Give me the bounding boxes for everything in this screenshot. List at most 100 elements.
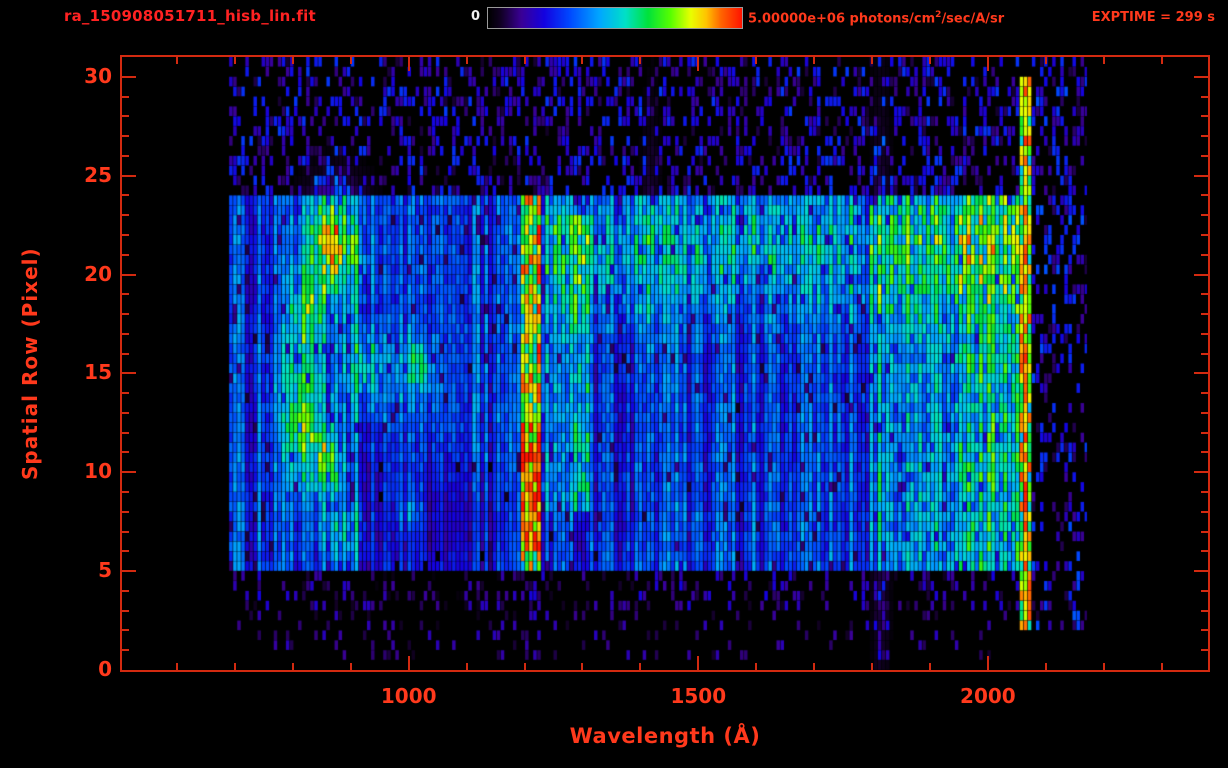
y-tick-label: 10 — [84, 459, 112, 484]
x-minor-tick — [233, 57, 236, 64]
x-minor-tick — [233, 663, 236, 670]
y-minor-tick — [122, 253, 129, 256]
x-minor-tick — [465, 663, 468, 670]
x-minor-tick — [1160, 57, 1163, 64]
y-minor-tick — [1201, 589, 1208, 592]
y-minor-tick — [122, 491, 129, 494]
y-minor-tick — [1201, 253, 1208, 256]
y-tick — [122, 570, 136, 573]
x-minor-tick — [755, 663, 758, 670]
y-minor-tick — [1201, 313, 1208, 316]
x-minor-tick — [1044, 663, 1047, 670]
y-tick — [1194, 174, 1208, 177]
y-minor-tick — [1201, 135, 1208, 138]
x-tick — [697, 656, 700, 670]
y-minor-tick — [122, 313, 129, 316]
y-minor-tick — [122, 629, 129, 632]
y-minor-tick — [122, 135, 129, 138]
x-minor-tick — [928, 57, 931, 64]
y-axis-title: Spatial Row (Pixel) — [18, 247, 42, 480]
y-tick-label: 25 — [84, 162, 112, 187]
y-minor-tick — [122, 510, 129, 513]
y-minor-tick — [1201, 530, 1208, 533]
x-minor-tick — [349, 57, 352, 64]
y-minor-tick — [122, 609, 129, 612]
y-minor-tick — [1201, 392, 1208, 395]
x-minor-tick — [349, 663, 352, 670]
y-tick — [122, 372, 136, 375]
x-axis-title: Wavelength (Å) — [569, 724, 761, 748]
colorbar-gradient — [487, 7, 743, 29]
y-tick — [1194, 471, 1208, 474]
x-tick — [407, 656, 410, 670]
y-tick — [122, 273, 136, 276]
y-tick-label: 15 — [84, 360, 112, 385]
x-minor-tick — [639, 57, 642, 64]
y-minor-tick — [122, 649, 129, 652]
x-minor-tick — [871, 57, 874, 64]
y-minor-tick — [1201, 411, 1208, 414]
flux-value-units: 5.00000e+06 photons/cm — [748, 11, 936, 27]
plot-frame: 1000 1500 2000 0 5 10 15 20 25 30 — [84, 55, 1210, 708]
y-minor-tick — [1201, 431, 1208, 434]
y-minor-tick — [1201, 95, 1208, 98]
flux-exponent: 2 — [935, 10, 942, 20]
x-tick — [407, 57, 410, 71]
y-minor-tick — [1201, 510, 1208, 513]
y-minor-tick — [1201, 352, 1208, 355]
colorbar-max-label: 5.00000e+06 photons/cm2/sec/A/sr — [748, 10, 1004, 26]
x-tick — [986, 656, 989, 670]
y-minor-tick — [1201, 629, 1208, 632]
x-minor-tick — [176, 663, 179, 670]
axis-ticks-layer: 1000 1500 2000 0 5 10 15 20 25 30 — [84, 57, 1208, 708]
y-minor-tick — [122, 431, 129, 434]
y-minor-tick — [122, 154, 129, 157]
y-minor-tick — [1201, 491, 1208, 494]
y-minor-tick — [1201, 214, 1208, 217]
y-minor-tick — [122, 293, 129, 296]
y-minor-tick — [122, 550, 129, 553]
x-tick — [697, 57, 700, 71]
x-minor-tick — [176, 57, 179, 64]
x-minor-tick — [871, 663, 874, 670]
exptime-label: EXPTIME = 299 s — [1091, 10, 1215, 25]
filename-label: ra_150908051711_hisb_lin.fit — [64, 7, 316, 25]
y-minor-tick — [122, 352, 129, 355]
y-minor-tick — [122, 392, 129, 395]
y-minor-tick — [1201, 293, 1208, 296]
y-minor-tick — [122, 233, 129, 236]
y-tick-label: 5 — [98, 558, 112, 583]
y-tick — [1194, 273, 1208, 276]
x-minor-tick — [813, 663, 816, 670]
y-minor-tick — [122, 451, 129, 454]
x-tick-label: 2000 — [960, 684, 1016, 708]
y-minor-tick — [122, 95, 129, 98]
y-minor-tick — [122, 194, 129, 197]
x-minor-tick — [755, 57, 758, 64]
y-tick — [1194, 570, 1208, 573]
y-tick — [122, 75, 136, 78]
x-minor-tick — [523, 663, 526, 670]
x-minor-tick — [291, 663, 294, 670]
flux-units-suffix: /sec/A/sr — [941, 11, 1005, 27]
y-minor-tick — [1201, 609, 1208, 612]
y-tick — [1194, 75, 1208, 78]
y-minor-tick — [1201, 451, 1208, 454]
x-minor-tick — [291, 57, 294, 64]
x-minor-tick — [523, 57, 526, 64]
x-minor-tick — [1160, 663, 1163, 670]
y-tick-label: 0 — [98, 657, 112, 681]
x-minor-tick — [1102, 663, 1105, 670]
y-minor-tick — [122, 530, 129, 533]
y-minor-tick — [1201, 233, 1208, 236]
y-minor-tick — [1201, 550, 1208, 553]
y-minor-tick — [122, 589, 129, 592]
y-minor-tick — [122, 411, 129, 414]
heatmap-canvas — [122, 57, 1208, 670]
y-tick — [122, 471, 136, 474]
y-tick-label: 30 — [84, 63, 112, 88]
x-minor-tick — [1102, 57, 1105, 64]
x-minor-tick — [639, 663, 642, 670]
x-minor-tick — [928, 663, 931, 670]
y-minor-tick — [122, 332, 129, 335]
